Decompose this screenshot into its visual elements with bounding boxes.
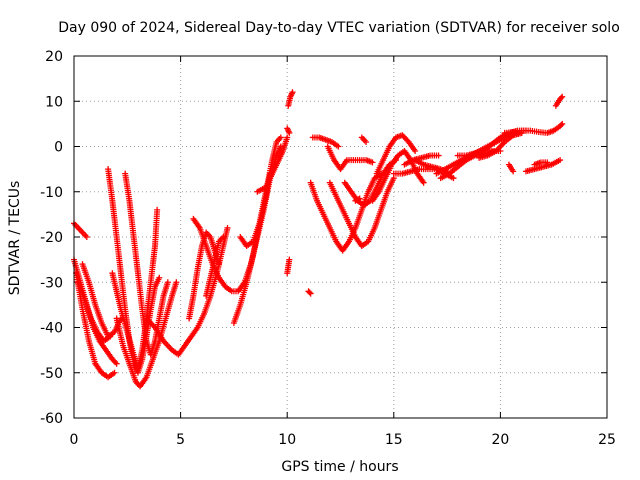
series-arc-16 [254, 134, 291, 195]
data-point [435, 152, 442, 159]
data-point [224, 224, 231, 231]
x-tick-label: 15 [385, 432, 403, 448]
series-arc-26 [352, 195, 363, 204]
data-point [558, 94, 565, 101]
series-arc-41 [531, 159, 551, 168]
plot-frame [73, 55, 608, 419]
data-point [307, 290, 314, 297]
data-point [173, 279, 180, 286]
series-arc-09 [113, 279, 180, 390]
series-arc-18 [285, 89, 296, 109]
data-points [71, 89, 566, 390]
y-tick-label: 0 [54, 140, 63, 156]
data-point [420, 179, 427, 186]
series-arc-42 [552, 93, 566, 109]
data-point [220, 234, 227, 240]
series-arc-17 [284, 256, 293, 277]
y-tick-label: 10 [45, 94, 63, 110]
data-point [557, 157, 564, 164]
x-axis-title: GPS time / hours [281, 459, 398, 475]
series-arc-39 [505, 161, 517, 175]
y-tick-label: 20 [45, 49, 63, 65]
y-tick-label: -10 [40, 185, 63, 201]
series-arc-20 [305, 288, 314, 297]
y-axis-title: SDTVAR / TECUs [7, 181, 23, 296]
chart-title: Day 090 of 2024, Sidereal Day-to-day VTE… [58, 20, 620, 36]
series-arc-27 [358, 134, 370, 145]
series-arc-05 [79, 261, 124, 340]
series-arc-24 [326, 175, 397, 250]
y-tick-label: -40 [40, 321, 63, 337]
data-point [363, 138, 370, 145]
data-point [559, 93, 566, 100]
series-arc-19 [284, 125, 293, 136]
data-point [113, 360, 120, 367]
data-point [83, 234, 90, 240]
data-point [558, 122, 565, 129]
data-point [164, 279, 171, 286]
data-point [306, 289, 313, 296]
x-tick-label: 10 [278, 432, 296, 448]
series-arc-38 [501, 120, 566, 136]
data-point [277, 134, 284, 141]
y-tick-label: -50 [40, 366, 63, 382]
data-point [369, 159, 376, 166]
y-tick-label: -20 [40, 230, 63, 246]
series-arc-23 [324, 143, 376, 173]
y-tick-label: -30 [40, 275, 63, 291]
x-tick-label: 25 [598, 432, 616, 448]
series-arc-29 [373, 132, 419, 177]
data-point [450, 175, 457, 182]
data-point [286, 256, 293, 263]
data-point [154, 206, 161, 213]
data-point [111, 369, 118, 376]
data-point [284, 134, 291, 141]
grid [74, 56, 607, 418]
y-tick-labels: -60 -50 -40 -30 -20 -10 0 10 20 [40, 49, 63, 427]
data-point [510, 168, 517, 175]
x-tick-label: 5 [176, 432, 185, 448]
series-arc-37 [476, 129, 525, 161]
series-arc-13 [203, 234, 227, 299]
series-arc-21 [307, 170, 385, 254]
x-tick-label: 0 [70, 432, 79, 448]
data-point [356, 195, 363, 202]
series-arc-22 [309, 134, 342, 150]
data-point [335, 143, 342, 150]
data-point [412, 148, 419, 155]
data-point [544, 159, 551, 166]
data-point [156, 274, 163, 281]
data-point [289, 89, 296, 96]
series-arc-15 [237, 170, 274, 250]
y-tick-label: -60 [40, 411, 63, 427]
data-point [559, 120, 566, 127]
x-tick-labels: 0 5 10 15 20 25 [70, 432, 616, 448]
data-point [215, 261, 222, 268]
series-arc-40 [522, 157, 564, 175]
x-tick-label: 20 [491, 432, 509, 448]
data-point [286, 129, 293, 136]
